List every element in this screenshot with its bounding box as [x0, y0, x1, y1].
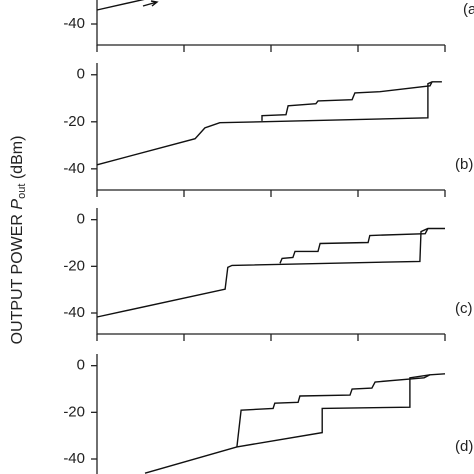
axis-frame [96, 0, 445, 46]
curve [96, 81, 442, 166]
y-tick-label: 0 [77, 66, 85, 83]
y-label-sub: out [16, 184, 28, 199]
panel-label: (d) [455, 438, 473, 455]
panel-label: (c) [455, 300, 473, 317]
y-label-text: OUTPUT POWER [9, 214, 26, 344]
y-tick-label: -40 [63, 15, 85, 32]
y-tick-label: 0 [77, 211, 85, 228]
y-label-unit: (dBm) [9, 136, 26, 180]
curve [96, 0, 145, 11]
curve [279, 228, 429, 264]
y-tick-label: -40 [63, 450, 85, 467]
axis-frame [96, 208, 445, 335]
y-label-symbol: P [9, 199, 26, 210]
y-tick-label: -40 [63, 304, 85, 321]
curve [96, 227, 445, 318]
y-tick-label: -20 [63, 403, 85, 420]
y-axis-label: OUTPUT POWER Pout (dBm) [9, 136, 28, 345]
curve [236, 374, 431, 447]
curve [144, 373, 446, 474]
y-tick-label: -40 [63, 160, 85, 177]
axis-frame [96, 63, 445, 191]
arrow [142, 0, 159, 7]
axis-frame [96, 354, 98, 474]
y-tick-label: -20 [63, 257, 85, 274]
y-tick-label: 0 [77, 357, 85, 374]
y-tick-label: -20 [63, 113, 85, 130]
panel-label: (b) [455, 156, 473, 173]
curve [261, 81, 433, 121]
panel-label: (a) [463, 1, 474, 18]
